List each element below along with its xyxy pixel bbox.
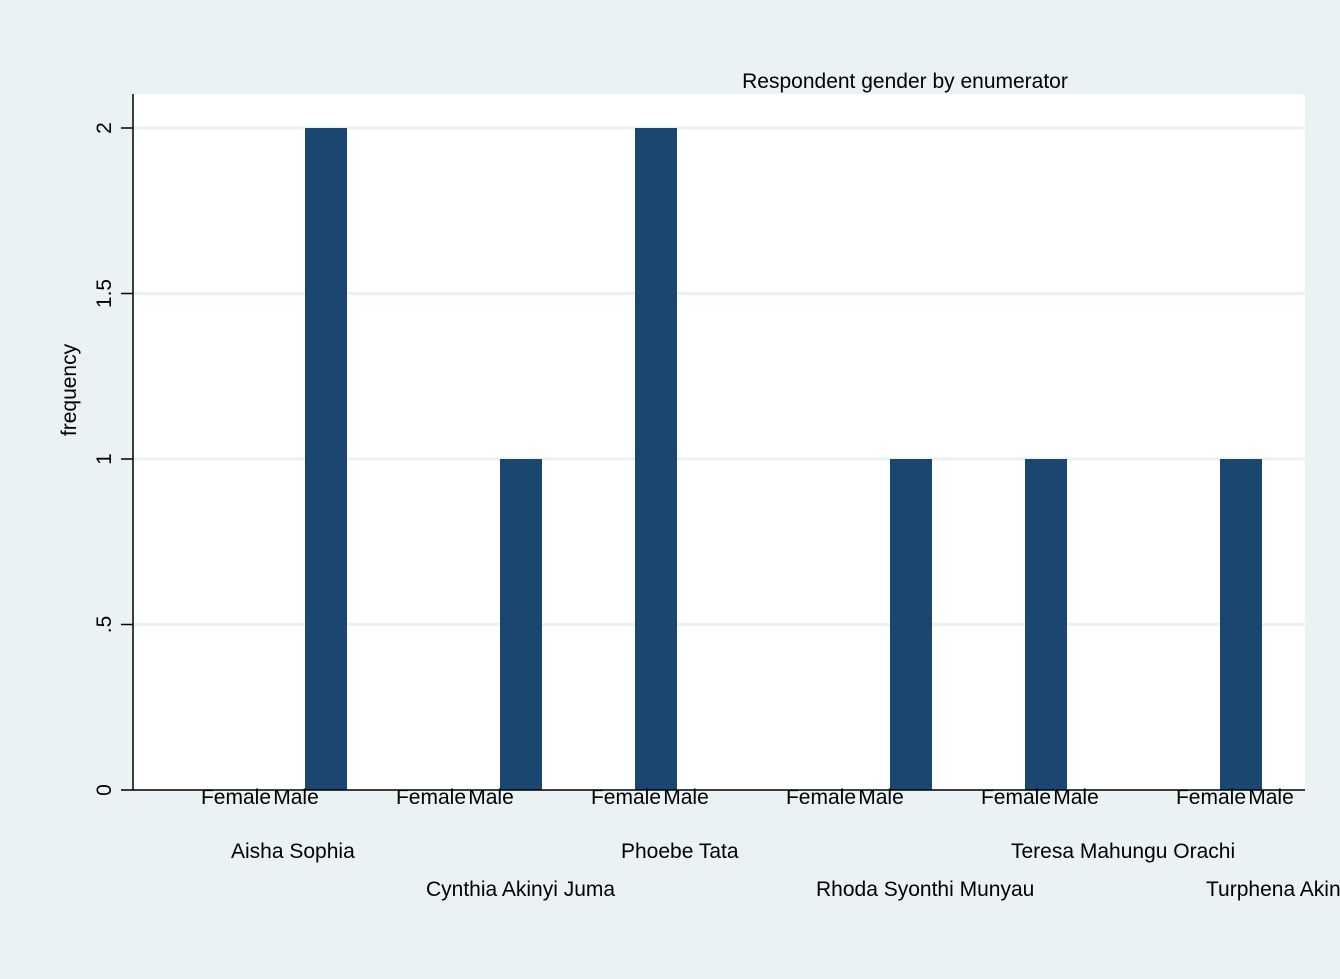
sub-label-2-1: Male xyxy=(663,786,709,809)
chart-title: Respondent gender by enumerator xyxy=(742,70,1068,93)
sub-label-5-0: Female xyxy=(1176,786,1246,809)
sub-label-5-1: Male xyxy=(1248,786,1294,809)
y-axis-label: frequency xyxy=(58,343,81,436)
y-tick-label-3: 1.5 xyxy=(93,279,116,308)
sub-label-1-1: Male xyxy=(468,786,514,809)
sub-label-3-0: Female xyxy=(786,786,856,809)
bar-4-female xyxy=(1025,459,1067,790)
sub-label-1-0: Female xyxy=(396,786,466,809)
group-label-4: Teresa Mahungu Orachi xyxy=(1011,840,1235,863)
bar-5-female xyxy=(1220,459,1262,790)
sub-label-4-1: Male xyxy=(1053,786,1099,809)
bar-1-male xyxy=(500,459,542,790)
y-tick-label-0: 0 xyxy=(93,784,116,796)
bar-3-male xyxy=(890,459,932,790)
y-tick-label-1: .5 xyxy=(93,616,116,634)
y-tick-label-4: 2 xyxy=(93,122,116,134)
y-ticks: 0 .5 1 1.5 2 xyxy=(93,122,133,796)
group-label-1: Cynthia Akinyi Juma xyxy=(426,878,615,901)
group-label-3: Rhoda Syonthi Munyau xyxy=(816,878,1034,901)
sub-label-3-1: Male xyxy=(858,786,904,809)
sub-label-2-0: Female xyxy=(591,786,661,809)
y-tick-label-2: 1 xyxy=(93,453,116,465)
sub-label-0-0: Female xyxy=(201,786,271,809)
bar-2-female xyxy=(635,128,677,790)
bar-0-male xyxy=(305,128,347,790)
group-label-5: Turphena Akinyi xyxy=(1206,878,1340,901)
sub-label-0-1: Male xyxy=(273,786,319,809)
sub-label-4-0: Female xyxy=(981,786,1051,809)
group-label-2: Phoebe Tata xyxy=(621,840,739,863)
group-label-0: Aisha Sophia xyxy=(231,840,355,863)
bars xyxy=(305,128,1262,790)
